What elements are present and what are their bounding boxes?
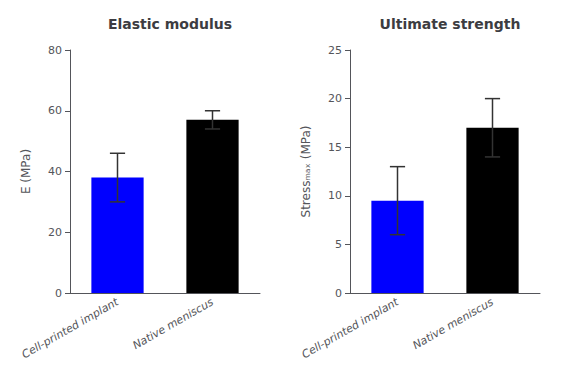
svg-text:0: 0 (335, 287, 342, 300)
svg-text:0: 0 (55, 287, 62, 300)
svg-text:Stressₘₐₓ (MPa): Stressₘₐₓ (MPa) (299, 126, 313, 218)
svg-text:10: 10 (328, 189, 342, 202)
svg-text:80: 80 (48, 44, 62, 57)
svg-text:Elastic modulus: Elastic modulus (108, 16, 232, 32)
svg-text:Ultimate strength: Ultimate strength (380, 16, 521, 32)
svg-text:15: 15 (328, 141, 342, 154)
svg-text:Cell-printed implant: Cell-printed implant (300, 295, 402, 361)
svg-text:20: 20 (48, 226, 62, 239)
svg-text:60: 60 (48, 104, 62, 117)
svg-text:40: 40 (48, 165, 62, 178)
svg-text:20: 20 (328, 92, 342, 105)
svg-text:25: 25 (328, 44, 342, 57)
svg-text:5: 5 (335, 238, 342, 251)
svg-text:E (MPa): E (MPa) (19, 149, 33, 194)
svg-text:Native meniscus: Native meniscus (130, 295, 216, 352)
svg-text:Native meniscus: Native meniscus (410, 295, 496, 352)
svg-text:Cell-printed implant: Cell-printed implant (20, 295, 122, 361)
